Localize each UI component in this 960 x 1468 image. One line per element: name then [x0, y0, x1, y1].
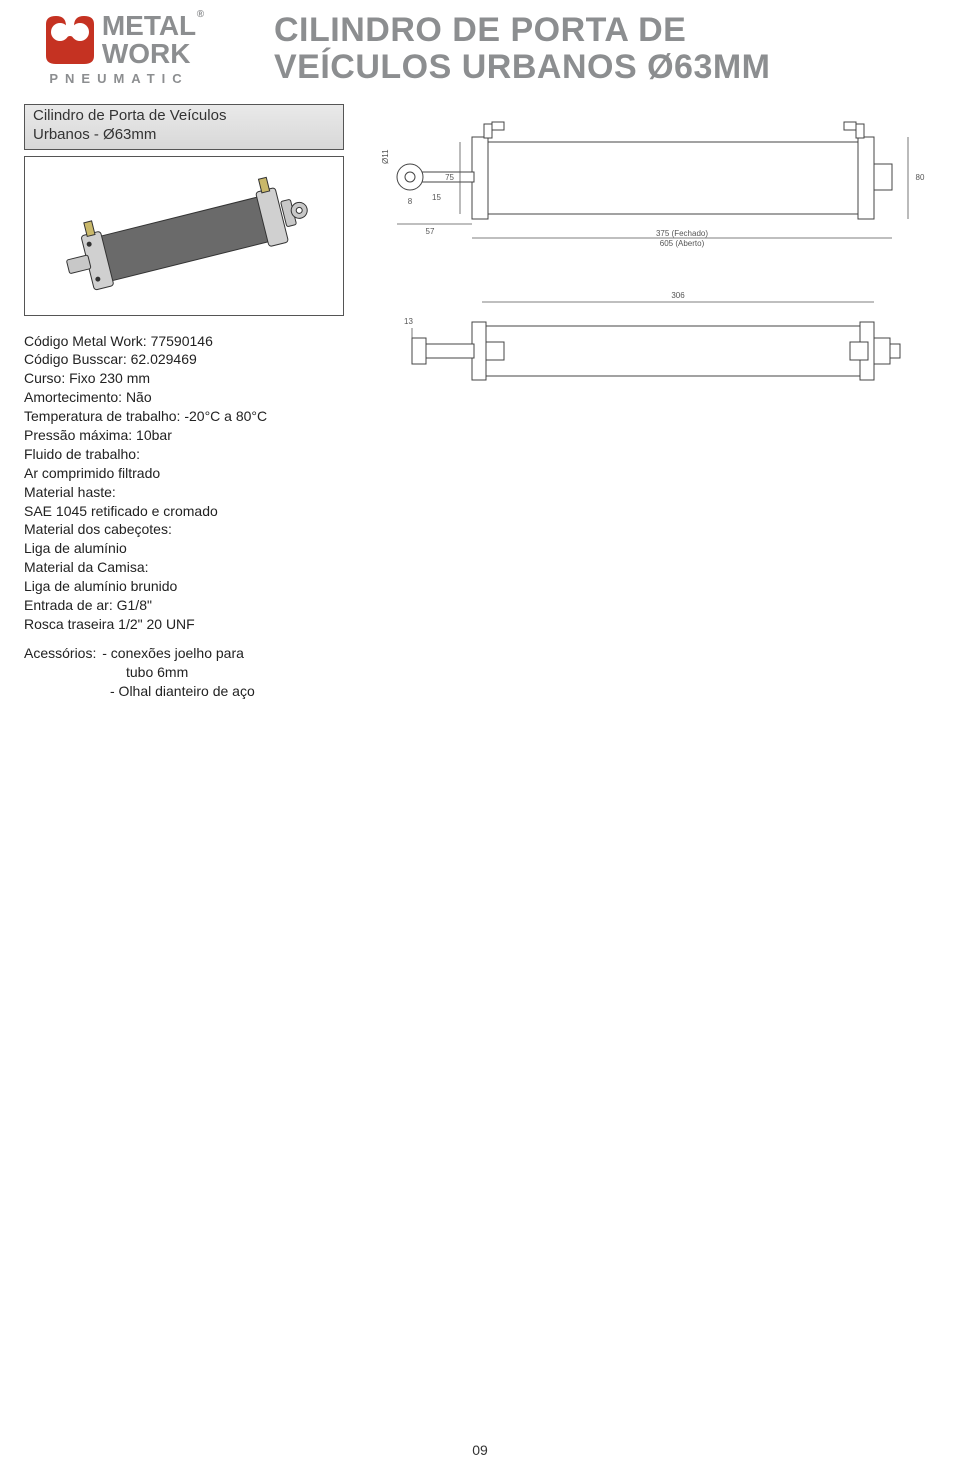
spec-label: Temperatura de trabalho: — [24, 408, 180, 424]
title-line2: VEÍCULOS URBANOS Ø63MM — [274, 49, 936, 86]
spec-head-mat-value: Liga de alumínio — [24, 539, 344, 558]
cylinder-render-icon — [34, 161, 334, 311]
product-render — [24, 156, 344, 316]
svg-text:75: 75 — [445, 173, 454, 182]
accessory-item: - Olhal dianteiro de aço — [110, 682, 344, 701]
page-header: METAL ® WORK PNEUMATIC CILINDRO DE PORTA… — [0, 0, 960, 92]
left-column: Cilindro de Porta de Veículos Urbanos - … — [24, 104, 344, 700]
brand-logo: METAL ® WORK PNEUMATIC — [24, 12, 214, 86]
logo-icon — [42, 12, 98, 68]
spec-value: 1/2" 20 UNF — [118, 616, 195, 632]
page-number: 09 — [472, 1442, 488, 1458]
spec-label: Código Metal Work: — [24, 333, 147, 349]
svg-text:Ø11: Ø11 — [381, 149, 390, 164]
spec-value: Não — [126, 389, 152, 405]
title-line1: CILINDRO DE PORTA DE — [274, 12, 936, 49]
spec-rear-thread: Rosca traseira 1/2" 20 UNF — [24, 615, 344, 634]
right-column: 57 375 (Fechado) 605 (Aberto) 75 Ø11 8 1… — [372, 104, 936, 413]
accessories-block: Acessórios: - conexões joelho para tubo … — [24, 644, 344, 701]
spec-fluid-value: Ar comprimido filtrado — [24, 464, 344, 483]
spec-body-mat-label: Material da Camisa: — [24, 558, 344, 577]
svg-text:80: 80 — [916, 173, 925, 182]
logo-line2: WORK — [102, 40, 196, 68]
spec-head-mat-label: Material dos cabeçotes: — [24, 520, 344, 539]
spec-pressure: Pressão máxima: 10bar — [24, 426, 344, 445]
logo-row: METAL ® WORK — [42, 12, 196, 68]
svg-text:8: 8 — [408, 197, 413, 206]
svg-text:57: 57 — [426, 227, 435, 236]
product-label-line2: Urbanos - Ø63mm — [33, 126, 335, 145]
content-area: Cilindro de Porta de Veículos Urbanos - … — [0, 92, 960, 712]
logo-line1: METAL ® — [102, 12, 196, 40]
accessories-label: Acessórios: — [24, 645, 96, 661]
spec-value: G1/8" — [117, 597, 152, 613]
spec-label: Rosca traseira — [24, 616, 114, 632]
spec-label: Curso: — [24, 370, 65, 386]
spec-damping: Amortecimento: Não — [24, 388, 344, 407]
spec-air-in: Entrada de ar: G1/8" — [24, 596, 344, 615]
spec-temp: Temperatura de trabalho: -20°C a 80°C — [24, 407, 344, 426]
spec-value: Fixo 230 mm — [69, 370, 150, 386]
spec-rod-mat-label: Material haste: — [24, 483, 344, 502]
spec-value: 77590146 — [151, 333, 213, 349]
svg-text:605 (Aberto): 605 (Aberto) — [660, 239, 705, 248]
logo-text: METAL ® WORK — [102, 12, 196, 68]
registered-mark: ® — [197, 10, 204, 20]
product-label-line1: Cilindro de Porta de Veículos — [33, 107, 335, 126]
spec-code-busscar: Código Busscar: 62.029469 — [24, 350, 344, 369]
spec-label: Pressão máxima: — [24, 427, 132, 443]
logo-line1-text: METAL — [102, 10, 196, 41]
spec-value: 10bar — [136, 427, 172, 443]
spec-rod-mat-value: SAE 1045 retificado e cromado — [24, 502, 344, 521]
spec-value: -20°C a 80°C — [184, 408, 267, 424]
spec-body-mat-value: Liga de alumínio brunido — [24, 577, 344, 596]
product-label-box: Cilindro de Porta de Veículos Urbanos - … — [24, 104, 344, 150]
technical-drawing-side: 57 375 (Fechado) 605 (Aberto) 75 Ø11 8 1… — [372, 104, 932, 269]
specifications: Código Metal Work: 77590146 Código Bussc… — [24, 332, 344, 701]
technical-drawing-top: 306 13 — [372, 288, 932, 408]
spec-label: Código Busscar: — [24, 351, 127, 367]
svg-text:306: 306 — [671, 291, 685, 300]
svg-text:375 (Fechado): 375 (Fechado) — [656, 229, 708, 238]
accessory-item: - conexões joelho para — [102, 645, 244, 661]
svg-text:15: 15 — [432, 193, 441, 202]
spec-stroke: Curso: Fixo 230 mm — [24, 369, 344, 388]
spec-label: Amortecimento: — [24, 389, 122, 405]
logo-subtitle: PNEUMATIC — [49, 71, 188, 86]
page-title: CILINDRO DE PORTA DE VEÍCULOS URBANOS Ø6… — [274, 12, 936, 85]
spec-label: Entrada de ar: — [24, 597, 113, 613]
svg-text:13: 13 — [404, 317, 413, 326]
spec-value: 62.029469 — [131, 351, 197, 367]
spec-fluid-label: Fluido de trabalho: — [24, 445, 344, 464]
spec-code-mw: Código Metal Work: 77590146 — [24, 332, 344, 351]
accessory-item-line2: tubo 6mm — [126, 663, 344, 682]
